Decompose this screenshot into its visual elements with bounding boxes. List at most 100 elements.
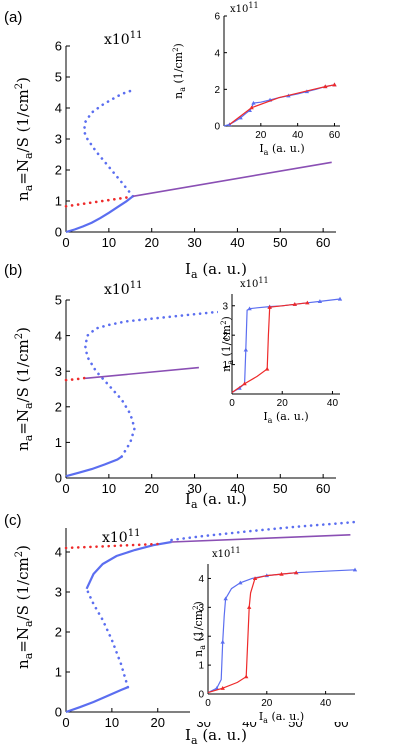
inset-x-rest: (a. u.) [268,142,304,155]
inset-y-label: na (1/cm2) [220,316,235,372]
inset-y-sup: 2 [172,47,180,51]
series-marker [223,596,228,601]
series-purple [85,366,199,380]
series-blue [65,686,129,714]
inset-multiplier-base: x10 [240,279,258,290]
inset-y-label: na (1/cm2) [192,601,207,657]
y-tick-label: 4 [55,545,62,560]
x-tick-label: 0 [229,398,235,409]
inset-multiplier: x1011 [212,546,241,560]
y-label-sup: 2 [14,551,25,557]
inset-x-label: Ia (a. u.) [259,710,304,725]
x-tick-label: 50 [273,235,287,250]
inset-x-main: I [259,710,263,723]
inset-y-rest: (1/cm [192,609,205,645]
y-tick-label: 2 [198,632,204,643]
inset-y-end: ) [220,316,233,320]
multiplier-exponent: 11 [130,30,143,41]
series-purple [132,161,332,198]
x-label-rest: (a. u.) [198,726,247,744]
inset-y-sup: 2 [220,320,228,324]
y-tick-label: 1 [55,665,62,680]
x-tick-label: 10 [102,481,116,496]
inset-multiplier: x1011 [230,1,259,15]
y-tick-label: 6 [55,39,62,54]
series-blue [65,195,134,234]
x-tick-label: 20 [144,481,158,496]
y-tick-label: 3 [55,585,62,600]
x-tick-label: 0 [62,481,69,496]
y-tick-label: 1 [198,661,204,672]
inset-multiplier-exponent: 11 [258,276,268,285]
x-tick-label: 40 [327,398,339,409]
series-marker [352,567,358,572]
x-label-rest: (a. u.) [198,260,247,278]
y-tick-label: 0 [214,122,220,133]
y-label-N: =N [14,627,32,653]
inset-y-rest: (1/cm [172,51,185,87]
series-marker [243,347,249,352]
y-tick-label: 3 [55,364,62,379]
series-marker [242,381,247,386]
series-marker [292,302,297,306]
multiplier-base: x10 [104,282,130,298]
series-marker [305,300,310,305]
y-label-sup: 2 [14,83,25,89]
x-tick-label: 60 [316,481,330,496]
y-label-sub: a [22,434,35,441]
series-red [231,302,308,393]
inset-x-main: I [259,142,263,155]
y-label-close: ) [14,77,32,83]
y-label-N: =N [14,409,32,435]
x-tick-label: 60 [329,130,341,141]
series-marker [323,84,328,89]
multiplier-base: x10 [104,32,130,48]
x-axis-label: Ia (a. u.) [185,260,247,281]
x-tick-label: 20 [151,715,165,730]
y-label-close: ) [14,545,32,551]
x-tick-label: 30 [187,235,201,250]
series-blue-dotted [85,587,130,689]
inset-y-main: n [192,650,205,657]
y-tick-label: 0 [55,705,62,720]
panel-label: (b) [4,262,22,279]
multiplier-exponent: 11 [130,280,143,291]
multiplier-base: x10 [102,530,128,546]
y-tick-label: 2 [214,85,220,96]
inset-x-sub: a [268,416,273,425]
x-tick-label: 20 [144,235,158,250]
x-label-rest: (a. u.) [198,490,247,508]
series-blue [65,455,123,478]
inset-y-rest: (1/cm [220,324,233,360]
x-label-sub: a [191,734,198,747]
y-tick-label: 2 [222,331,228,342]
series-marker [249,105,254,110]
y-tick-label: 3 [55,132,62,147]
y-label-n: n [14,659,32,669]
x-tick-label: 20 [255,130,267,141]
series-marker [238,580,243,585]
x-tick-label: 10 [102,235,116,250]
x-axis-label: Ia (a. u.) [185,726,247,747]
y-label-sub2: a [22,402,35,409]
inset-y-label: na (1/cm2) [172,43,187,99]
y-tick-label: 1 [222,360,228,371]
y-axis-label: na=Na/S (1/cm2) [14,327,35,451]
series-blue-dotted [82,89,135,198]
inset-y-sub: a [178,87,187,92]
x-tick-label: 40 [320,698,332,709]
x-tick-label: 40 [292,130,304,141]
y-tick-label: 4 [55,101,62,116]
series-marker [294,570,299,575]
x-tick-label: 50 [273,481,287,496]
x-label-sub: a [191,498,198,511]
y-tick-label: 2 [55,163,62,178]
inset-x-label: Ia (a. u.) [263,410,308,425]
series-marker [317,299,323,303]
y-tick-label: 0 [55,225,62,240]
